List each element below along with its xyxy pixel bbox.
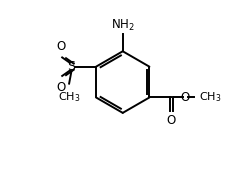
Text: NH$_2$: NH$_2$	[111, 18, 135, 33]
Text: O: O	[180, 91, 190, 104]
Text: CH$_3$: CH$_3$	[58, 90, 80, 104]
Text: O: O	[56, 81, 65, 93]
Text: O: O	[56, 40, 65, 53]
Text: CH$_3$: CH$_3$	[199, 91, 221, 104]
Text: O: O	[166, 114, 175, 127]
Text: S: S	[68, 60, 76, 73]
